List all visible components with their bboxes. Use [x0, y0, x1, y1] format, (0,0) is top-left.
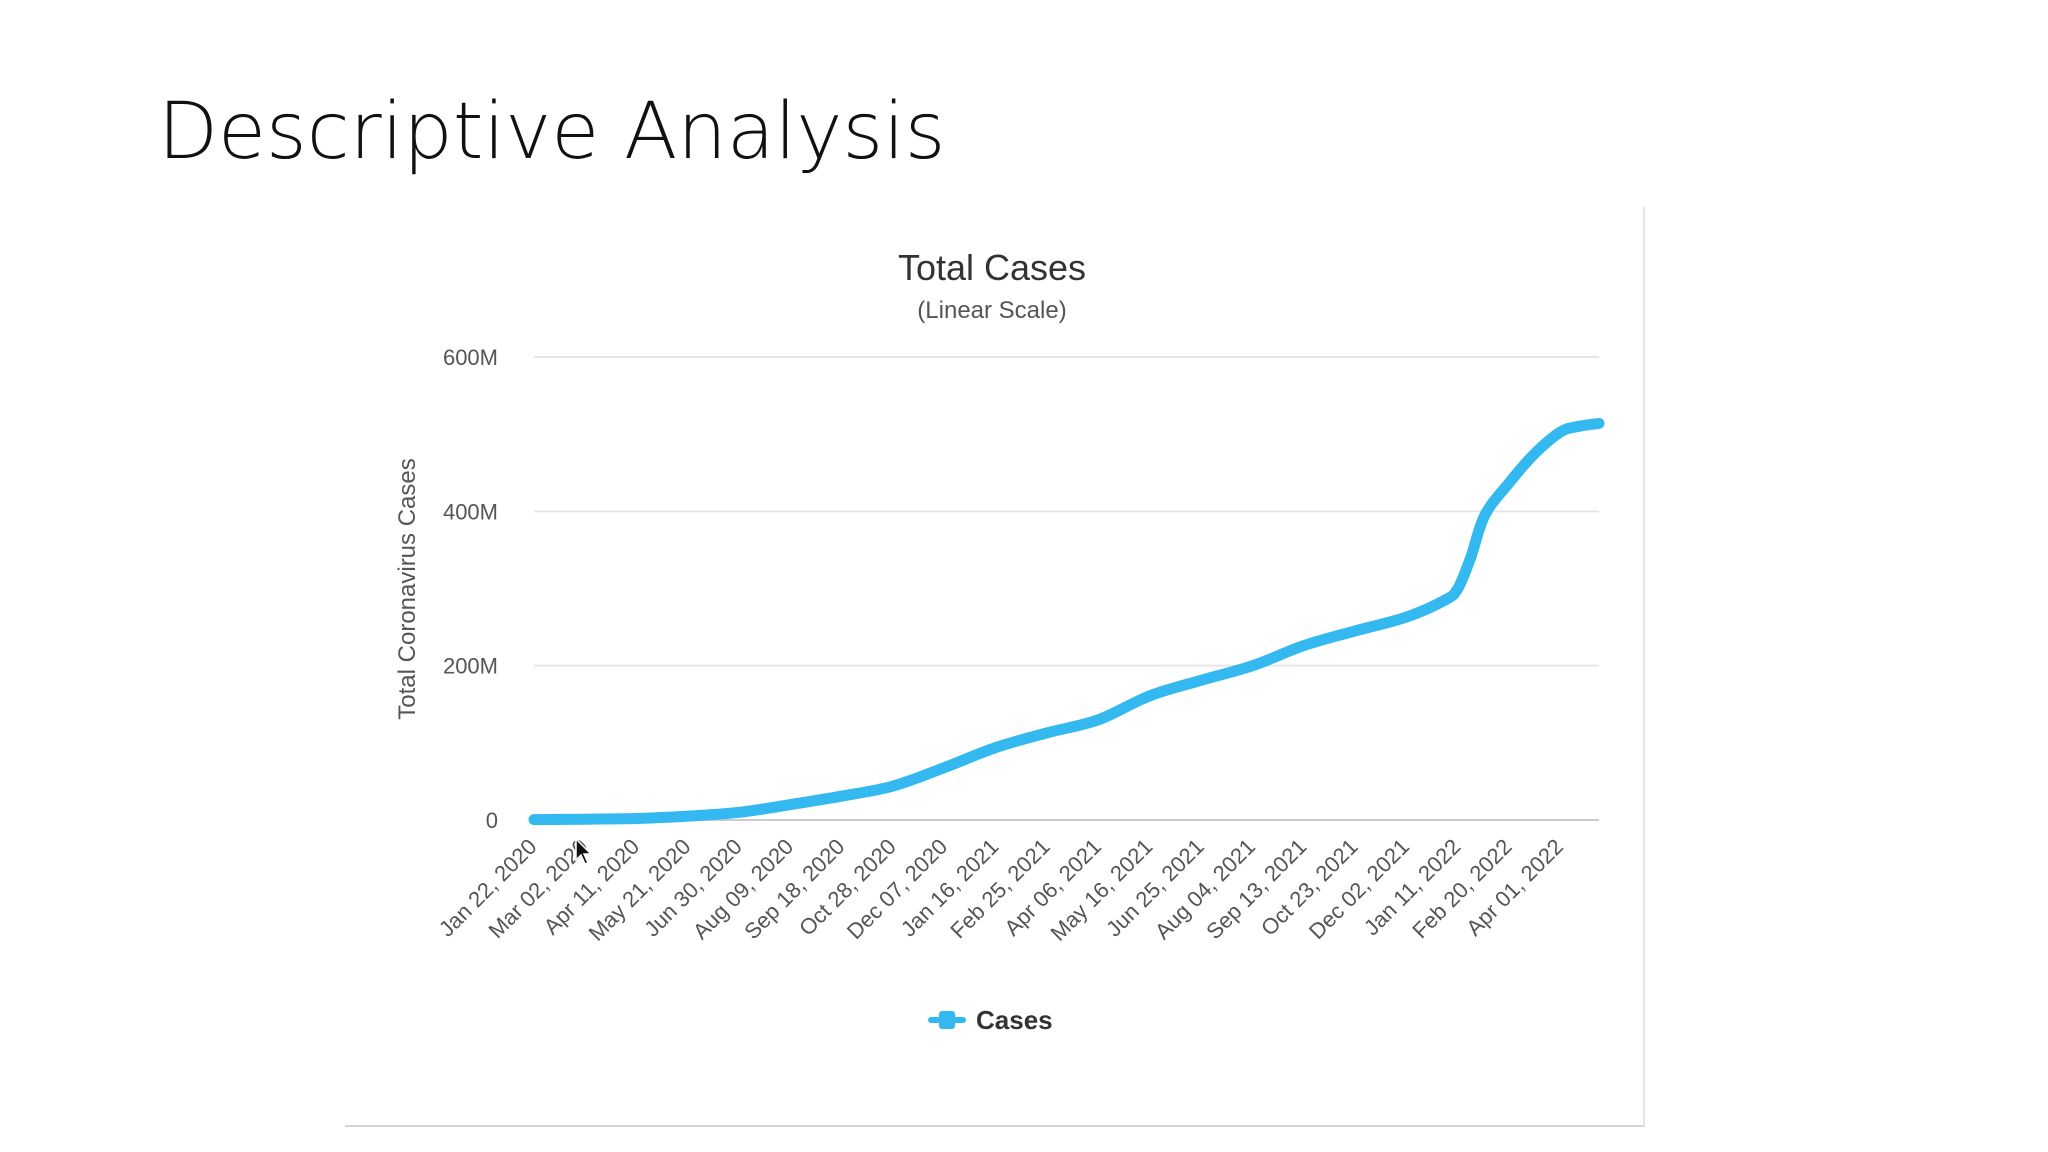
data-point[interactable] — [786, 800, 796, 810]
data-point[interactable] — [1248, 661, 1258, 671]
data-point[interactable] — [1556, 427, 1566, 437]
data-point[interactable] — [1042, 728, 1052, 738]
data-point[interactable] — [1594, 418, 1604, 428]
data-point[interactable] — [734, 807, 744, 817]
y-axis-tick-labels: 0 200M 400M 600M — [443, 345, 498, 833]
legend-item-cases: Cases — [976, 1005, 1053, 1035]
data-point[interactable] — [940, 763, 950, 773]
data-point[interactable] — [1196, 675, 1206, 685]
data-point[interactable] — [632, 813, 642, 823]
data-point[interactable] — [683, 811, 693, 821]
data-point[interactable] — [1299, 641, 1309, 651]
mouse-cursor-icon — [575, 838, 593, 865]
data-point[interactable] — [1402, 612, 1412, 622]
data-point[interactable] — [1094, 715, 1104, 725]
data-point[interactable] — [1453, 584, 1463, 594]
series-layer — [528, 417, 1605, 826]
series-line-cases[interactable] — [528, 417, 1605, 826]
y-tick-label: 200M — [443, 654, 498, 679]
chart-subtitle: (Linear Scale) — [917, 297, 1066, 324]
data-point[interactable] — [529, 815, 539, 825]
grid-lines — [534, 356, 1599, 821]
data-point[interactable] — [837, 791, 847, 801]
legend-swatch-marker — [939, 1011, 955, 1029]
data-point[interactable] — [1504, 478, 1514, 488]
data-point[interactable] — [888, 781, 898, 791]
chart-container: 0 200M 400M 600M Jan 22, 2020 Mar 02, 2020 Ap… — [345, 207, 1645, 1127]
data-point[interactable] — [991, 742, 1001, 752]
y-tick-label: 600M — [443, 345, 498, 370]
data-point[interactable] — [1350, 626, 1360, 636]
data-point[interactable] — [1440, 595, 1450, 605]
data-point[interactable] — [1573, 421, 1583, 431]
legend[interactable]: Cases — [928, 1005, 1053, 1035]
chart-title: Total Cases — [898, 247, 1086, 288]
y-tick-label: 400M — [443, 499, 498, 524]
data-point[interactable] — [1530, 448, 1540, 458]
slide-title: Descriptive Analysis — [158, 87, 946, 177]
data-point[interactable] — [1480, 510, 1490, 520]
data-point[interactable] — [1145, 691, 1155, 701]
y-axis-label: Total Coronavirus Cases — [394, 458, 421, 719]
y-tick-label: 0 — [486, 808, 498, 833]
data-point[interactable] — [580, 814, 590, 824]
data-point[interactable] — [1466, 553, 1476, 563]
